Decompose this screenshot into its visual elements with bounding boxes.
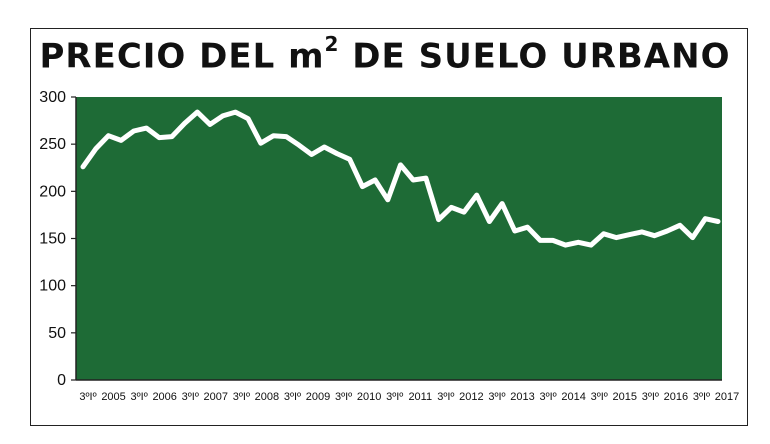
x-tick-label: 2008 (255, 391, 279, 403)
x-tick-label: 3ºIº (591, 391, 608, 403)
title-rest: DE SUELO URBANO (339, 36, 731, 77)
x-tick-label: 2014 (561, 391, 585, 403)
x-tick-label: 2010 (357, 391, 381, 403)
x-tick-label: 2016 (664, 391, 688, 403)
x-tick-label: 3ºIº (131, 391, 148, 403)
plot-area (76, 97, 722, 380)
chart-title: PRECIO DEL m2 DE SUELO URBANO (0, 32, 770, 77)
x-tick-label: 3ºIº (335, 391, 352, 403)
x-tick-label: 2009 (306, 391, 330, 403)
title-main: PRECIO DEL m (39, 36, 325, 77)
y-axis: 0 50 100 150 200 250 300 (39, 89, 76, 389)
series-line-precio (80, 109, 721, 248)
x-tick-label: 2011 (408, 391, 432, 403)
x-tick-label: 3ºIº (642, 391, 659, 403)
x-tick-label: 2012 (459, 391, 483, 403)
x-tick-label: 2007 (204, 391, 228, 403)
x-tick-label: 3ºIº (284, 391, 301, 403)
x-tick-label: 2015 (613, 391, 637, 403)
x-tick-label: 3ºIº (233, 391, 250, 403)
x-tick-label: 3ºIº (693, 391, 710, 403)
x-tick-label: 3ºIº (488, 391, 505, 403)
y-tick-label: 50 (48, 325, 66, 342)
y-tick-label: 200 (39, 183, 66, 200)
title-superscript: 2 (324, 32, 340, 56)
y-tick-label: 100 (39, 278, 66, 295)
x-tick-label: 2017 (715, 391, 739, 403)
x-axis: 3ºIº 2005 3ºIº 2006 3ºIº 2007 3ºIº 2008 3ºIº 2009… (79, 391, 739, 403)
x-tick-label: 2005 (101, 391, 125, 403)
x-tick-label: 2006 (152, 391, 176, 403)
y-tick-label: 300 (39, 89, 66, 106)
x-tick-label: 3ºIº (182, 391, 199, 403)
y-tick-label: 150 (39, 231, 66, 248)
x-tick-label: 3ºIº (386, 391, 403, 403)
y-tick-label: 250 (39, 136, 66, 153)
x-tick-label: 3ºIº (539, 391, 556, 403)
x-tick-label: 2013 (510, 391, 534, 403)
y-tick-label: 0 (57, 372, 66, 389)
x-tick-label: 3ºIº (79, 391, 96, 403)
x-tick-label: 3ºIº (437, 391, 454, 403)
